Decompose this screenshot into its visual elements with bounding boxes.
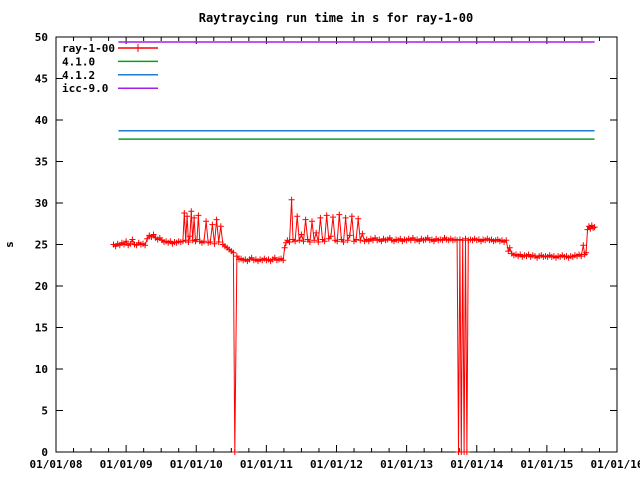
x-axis-label: 01/01/10 [170, 458, 223, 471]
x-axis-label: 01/01/16 [591, 458, 640, 471]
x-axis-label: 01/01/15 [520, 458, 573, 471]
y-axis-label: 40 [35, 114, 48, 127]
y-axis-title: s [3, 241, 16, 248]
y-axis-label: 10 [35, 363, 48, 376]
y-axis-label: 45 [35, 73, 48, 86]
x-axis-label: 01/01/11 [240, 458, 293, 471]
y-axis-label: 25 [35, 239, 48, 252]
x-axis-label: 01/01/14 [450, 458, 503, 471]
y-axis-label: 50 [35, 31, 48, 44]
y-axis-label: 0 [41, 446, 48, 459]
x-axis-label: 01/01/08 [30, 458, 83, 471]
legend-label-4.1.2: 4.1.2 [62, 69, 95, 82]
y-axis-label: 5 [41, 405, 48, 418]
legend-label-ray-1-00: ray-1-00 [62, 42, 115, 55]
chart-title: Raytraycing run time in s for ray-1-00 [198, 11, 474, 25]
y-axis-label: 30 [35, 197, 48, 210]
legend-marker-ray-1-00 [134, 44, 142, 52]
x-axis-label: 01/01/13 [380, 458, 433, 471]
series-ray-1-00-markers [110, 196, 598, 455]
y-axis-label: 20 [35, 280, 48, 293]
legend-label-4.1.0: 4.1.0 [62, 55, 95, 68]
y-axis-label: 35 [35, 156, 48, 169]
x-axis-label: 01/01/09 [100, 458, 153, 471]
x-axis-label: 01/01/12 [310, 458, 363, 471]
y-axis-label: 15 [35, 322, 48, 335]
legend-label-icc-9.0: icc-9.0 [62, 82, 108, 95]
